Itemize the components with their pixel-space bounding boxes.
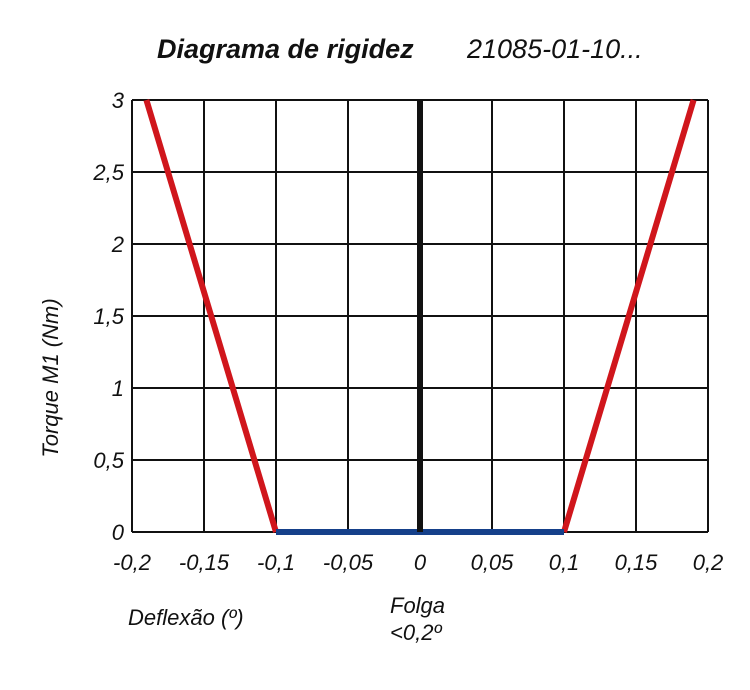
chart-code: 21085-01-10... xyxy=(466,34,643,64)
x-tick-label: -0,15 xyxy=(179,550,230,575)
y-tick-label: 2,5 xyxy=(92,160,124,185)
backlash-label: Folga xyxy=(390,593,445,618)
x-tick-label: -0,2 xyxy=(113,550,151,575)
x-tick-label: 0 xyxy=(414,550,427,575)
x-tick-label: -0,05 xyxy=(323,550,374,575)
x-axis-label: Deflexão (º) xyxy=(128,605,244,630)
y-tick-label: 2 xyxy=(111,232,124,257)
x-tick-label: 0,05 xyxy=(471,550,515,575)
series-line-2 xyxy=(561,99,697,533)
y-axis-label: Torque M1 (Nm) xyxy=(38,298,63,457)
backlash-value: <0,2º xyxy=(390,620,442,645)
y-tick-label: 0 xyxy=(112,520,125,545)
y-tick-label: 1 xyxy=(112,376,124,401)
y-tick-label: 3 xyxy=(112,88,125,113)
y-tick-label: 0,5 xyxy=(93,448,124,473)
x-tick-labels: -0,2 -0,15 -0,1 -0,05 0 0,05 0,1 0,15 0,2 xyxy=(113,550,723,575)
x-tick-label: 0,15 xyxy=(615,550,659,575)
series-line-1 xyxy=(143,99,279,533)
x-tick-label: 0,2 xyxy=(693,550,724,575)
series-group xyxy=(143,99,697,535)
x-tick-label: -0,1 xyxy=(257,550,295,575)
y-tick-labels: 0 0,5 1 1,5 2 2,5 3 xyxy=(92,88,124,545)
y-tick-label: 1,5 xyxy=(93,304,124,329)
chart-title: Diagrama de rigidez xyxy=(157,34,414,64)
x-tick-label: 0,1 xyxy=(549,550,580,575)
